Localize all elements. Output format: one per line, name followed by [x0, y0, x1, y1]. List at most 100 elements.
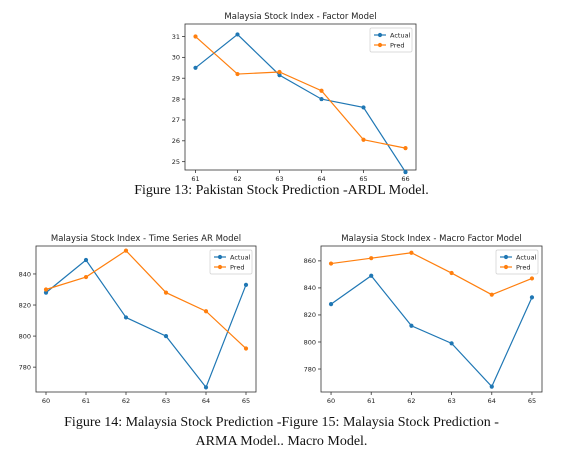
chart-ar-x-tick-label-4: 64	[202, 397, 210, 405]
chart-factor-series-actual-point-2	[277, 73, 282, 78]
chart-factor-y-tick-label-5: 30	[172, 54, 180, 62]
chart-factor-series-actual-point-4	[361, 105, 366, 110]
chart-macro-series-actual-point-4	[489, 384, 494, 389]
chart-macro-series-pred-point-2	[409, 250, 414, 255]
chart-factor-series-actual-point-5	[403, 169, 408, 175]
chart-macro-legend-pred-label: Pred	[516, 263, 530, 271]
chart-macro-legend-pred-marker	[503, 264, 509, 270]
chart-factor-y-tick-label-6: 31	[172, 33, 180, 41]
chart-ar-x-tick-label-5: 65	[242, 397, 250, 405]
figure-14-15-caption-line-2: ARMA Model.. Macro Model.	[195, 434, 368, 449]
chart-ar-series-pred-point-0	[43, 287, 49, 292]
chart-factor-series-actual-point-3	[319, 96, 324, 102]
chart-factor-y-tick-label-4: 29	[172, 75, 180, 83]
chart-factor-x-tick-label-5: 66	[401, 175, 409, 183]
chart-macro-series-actual-point-0	[328, 302, 334, 307]
chart-macro-series-actual-point-3	[449, 341, 454, 346]
chart-ar-series-pred-point-3	[163, 290, 169, 295]
chart-ar-x-tick-label-2: 62	[122, 397, 130, 405]
chart-factor-x-tick-label-0: 61	[191, 175, 199, 183]
chart-macro-series-pred-line	[330, 252, 533, 296]
chart-macro-y-tick-label-4: 860	[304, 257, 316, 265]
chart-macro-x-tick-label-0: 60	[327, 397, 335, 405]
chart-ar-x-tick-label-3: 63	[162, 397, 170, 405]
chart-ar-legend-pred-marker	[217, 264, 223, 270]
chart-ar-series-pred-point-5	[243, 346, 249, 351]
chart-macro-y-tick-label-3: 840	[304, 284, 316, 292]
chart-macro-legend-actual-marker	[503, 254, 509, 260]
chart-factor-series-actual-line	[195, 33, 407, 173]
chart-factor-legend-pred-marker	[377, 42, 383, 48]
chart-ar-series-actual-point-4	[203, 385, 209, 390]
chart-factor-series-pred-point-4	[361, 137, 366, 142]
chart-macro-series-actual-point-5	[529, 295, 535, 300]
chart-ar-series-pred-point-1	[83, 274, 89, 280]
factor-model-chart-svg: Malaysia Stock Index - Factor Model 61 62 6…	[172, 12, 417, 183]
chart-ar-series-actual-point-1	[83, 257, 89, 263]
chart-factor-series-actual-point-0	[193, 65, 198, 70]
chart-factor-series-pred-point-0	[193, 34, 198, 39]
chart-factor-legend-pred-label: Pred	[390, 41, 404, 49]
chart-factor-series-pred-point-5	[403, 146, 408, 151]
macro-model-chart-svg: Malaysia Stock Index - Macro Factor Mode…	[304, 234, 543, 405]
chart-ar-y-tick-label-3: 840	[19, 270, 31, 278]
chart-factor-legend-actual-label: Actual	[390, 31, 411, 39]
chart-factor-legend-actual-marker	[377, 32, 383, 38]
chart-macro-x-tick-label-5: 65	[528, 397, 536, 405]
chart-macro-series-pred-point-4	[489, 292, 494, 297]
chart-macro-plot-frame	[320, 245, 543, 393]
chart-macro-series-actual-point-2	[409, 323, 414, 328]
chart-macro-y-tick-label-2: 820	[304, 311, 316, 319]
ar-model-chart: Malaysia Stock Index - Time Series AR Mo…	[6, 230, 260, 406]
chart-factor-x-tick-label-2: 63	[275, 175, 283, 183]
chart-macro-series-pred-point-1	[369, 256, 374, 261]
chart-ar-series-pred-line	[45, 249, 247, 349]
chart-macro-legend-actual-label: Actual	[516, 253, 537, 261]
chart-ar-series-pred-point-2	[123, 248, 129, 253]
chart-factor-x-tick-label-4: 65	[359, 175, 367, 183]
chart-macro-series-actual-line	[330, 274, 533, 388]
chart-ar-y-tick-label-0: 780	[19, 363, 31, 371]
chart-factor-series-pred-point-1	[235, 71, 240, 77]
macro-model-chart: Malaysia Stock Index - Macro Factor Mode…	[295, 230, 548, 406]
chart-factor-series-pred-point-3	[319, 88, 324, 93]
chart-macro-series-pred-point-5	[529, 276, 535, 281]
figure-14-15-caption-line-1: Figure 14: Malaysia Stock Prediction -Fi…	[64, 415, 499, 430]
chart-factor-y-tick-label-1: 26	[172, 137, 180, 145]
chart-macro-x-tick-label-4: 64	[488, 397, 496, 405]
chart-ar-legend-pred-label: Pred	[230, 263, 244, 271]
chart-factor-series-pred-point-2	[277, 69, 282, 75]
chart-macro-y-tick-label-0: 780	[304, 365, 316, 373]
chart-factor-y-tick-label-0: 25	[172, 158, 180, 166]
chart-factor-title: Malaysia Stock Index - Factor Model	[224, 12, 376, 22]
chart-ar-y-tick-label-2: 820	[19, 301, 31, 309]
chart-ar-series-actual-line	[45, 259, 247, 389]
chart-macro-series-pred-point-0	[328, 261, 334, 266]
chart-ar-x-tick-label-0: 60	[42, 397, 50, 405]
chart-factor-series-actual-point-1	[235, 32, 240, 37]
chart-macro-x-tick-label-1: 61	[367, 397, 375, 405]
chart-macro-title: Malaysia Stock Index - Macro Factor Mode…	[341, 234, 522, 244]
figure-13-caption: Figure 13: Pakistan Stock Prediction -AR…	[134, 183, 429, 198]
ar-model-chart-svg: Malaysia Stock Index - Time Series AR Mo…	[19, 234, 257, 405]
chart-ar-legend-actual-marker	[217, 254, 223, 260]
chart-factor-x-tick-label-3: 64	[317, 175, 325, 183]
factor-model-chart: Malaysia Stock Index - Factor Model 61 62 6…	[163, 8, 418, 184]
chart-factor-series-pred-line	[195, 36, 406, 149]
chart-ar-series-actual-point-2	[123, 315, 129, 320]
chart-ar-title: Malaysia Stock Index - Time Series AR Mo…	[51, 234, 241, 244]
chart-ar-y-tick-label-1: 800	[19, 332, 31, 340]
chart-macro-series-pred-point-3	[449, 270, 454, 276]
chart-factor-y-tick-label-2: 27	[172, 116, 180, 124]
chart-ar-x-tick-label-1: 61	[82, 397, 90, 405]
chart-factor-plot-frame	[184, 23, 417, 171]
chart-macro-x-tick-label-2: 62	[407, 397, 415, 405]
chart-ar-series-actual-point-0	[43, 290, 49, 295]
chart-factor-x-tick-label-1: 62	[233, 175, 241, 183]
chart-ar-series-actual-point-5	[243, 282, 249, 287]
chart-factor-y-tick-label-3: 28	[172, 95, 180, 103]
chart-macro-y-tick-label-1: 800	[304, 338, 316, 346]
chart-macro-x-tick-label-3: 63	[447, 397, 455, 405]
chart-ar-series-actual-point-3	[163, 333, 169, 339]
chart-ar-plot-frame	[35, 245, 257, 393]
